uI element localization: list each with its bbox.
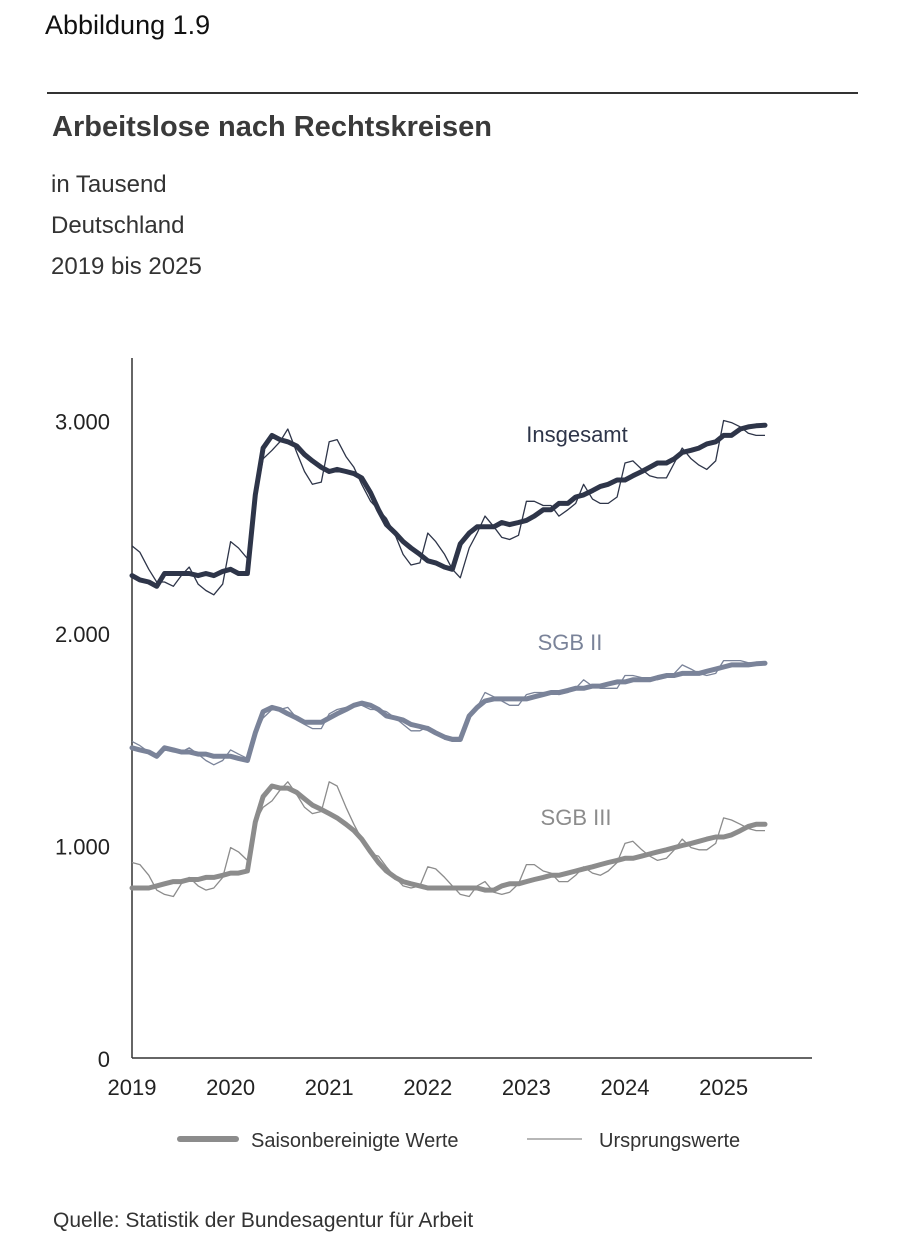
series-label: SGB III (541, 805, 612, 830)
chart-legend: Saisonbereinigte Werte Ursprungswerte (177, 1130, 740, 1152)
y-tick-label: 0 (98, 1047, 110, 1072)
y-tick-label: 2.000 (55, 622, 110, 647)
header-rule (47, 92, 858, 94)
x-tick-label: 2020 (206, 1075, 255, 1100)
subtitle-unit: in Tausend (51, 171, 167, 198)
chart-lines (129, 419, 768, 898)
series-original-line-insgesamt (131, 419, 765, 596)
series-original-line-sgb3 (131, 781, 765, 898)
series-seasonal-line-insgesamt (129, 422, 768, 589)
chart-series-labels: Insgesamt SGB II SGB III (526, 422, 628, 830)
x-tick-label: 2023 (502, 1075, 551, 1100)
chart-title: Arbeitslose nach Rechtskreisen (52, 111, 493, 143)
x-tick-label: 2025 (699, 1075, 748, 1100)
series-label: SGB II (538, 630, 603, 655)
subtitle-region: Deutschland (51, 212, 185, 239)
legend-label-seasonal: Saisonbereinigte Werte (251, 1130, 459, 1152)
series-seasonal-line-sgb3 (129, 783, 768, 893)
figure-label: Abbildung 1.9 (45, 10, 211, 40)
x-tick-label: 2024 (601, 1075, 650, 1100)
legend-label-original: Ursprungswerte (599, 1130, 740, 1152)
series-seasonal-line-sgb2 (129, 660, 768, 763)
y-tick-label: 1.000 (55, 835, 110, 860)
source-note: Quelle: Statistik der Bundesagentur für … (53, 1209, 474, 1232)
chart-axes: 0 1.000 2.000 3.000 2019 2020 2021 2022 2023 2024… (55, 358, 812, 1100)
y-tick-label: 3.000 (55, 410, 110, 435)
x-tick-label: 2019 (108, 1075, 157, 1100)
series-label: Insgesamt (526, 422, 628, 447)
x-tick-label: 2022 (403, 1075, 452, 1100)
subtitle-period: 2019 bis 2025 (51, 253, 202, 280)
x-tick-label: 2021 (305, 1075, 354, 1100)
